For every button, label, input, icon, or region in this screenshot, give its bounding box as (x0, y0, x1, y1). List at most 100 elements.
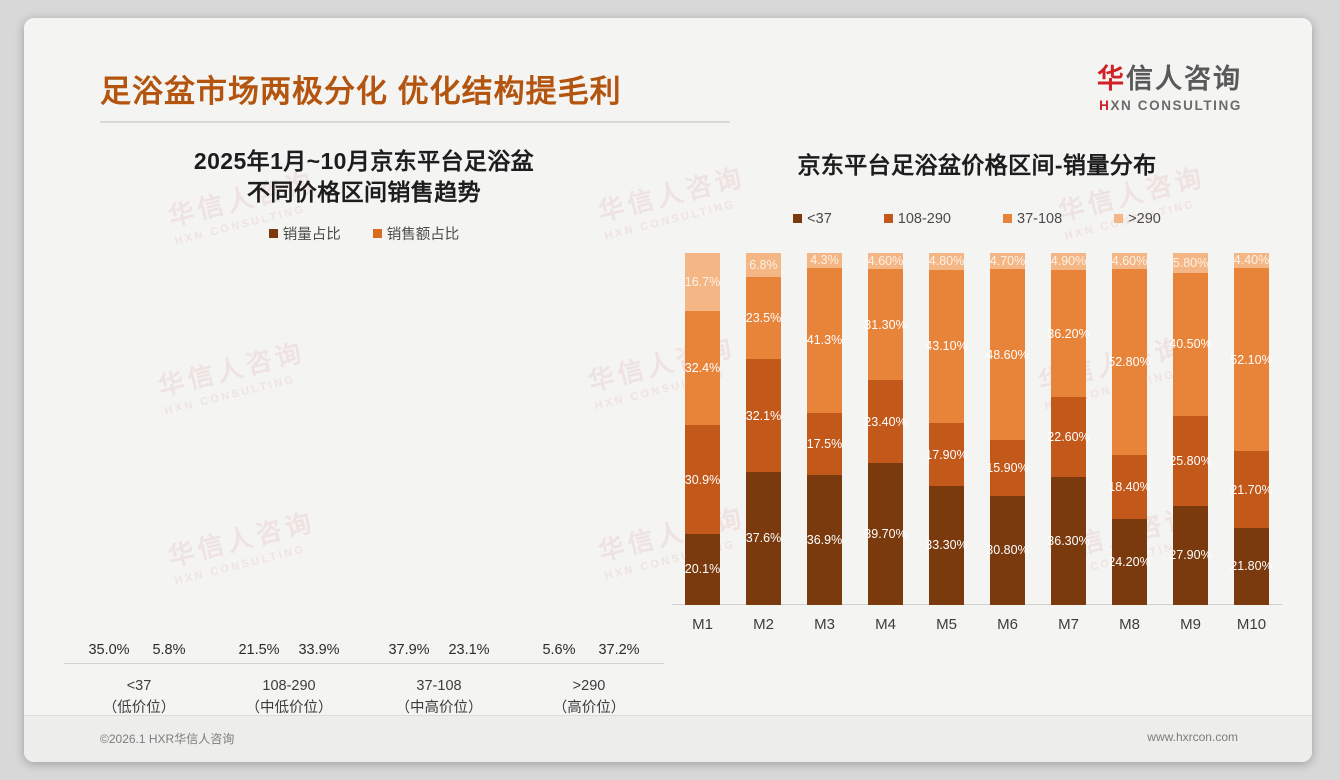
slide-header: 足浴盆市场两极分化 优化结构提毛利 华信人咨询 HXN CONSULTING (24, 18, 1312, 132)
segment-value-label: 4.60% (1111, 253, 1148, 268)
stacked-segment: 22.60% (1047, 397, 1090, 477)
category-main: >290 (572, 678, 606, 695)
segment-value-label: 43.10% (925, 339, 968, 354)
segment-value-label: 30.9% (684, 472, 721, 487)
segment-value-label: 20.1% (684, 562, 721, 577)
stacked-bar: 4.3% 41.3% 17.5% 36.9% (806, 252, 843, 605)
header-divider (100, 121, 730, 123)
stacked-segment: 17.5% (807, 413, 842, 475)
bar-value-label: 21.5% (238, 642, 280, 659)
stacked-segment: 41.3% (807, 267, 842, 414)
stacked-segment: 31.30% (864, 268, 907, 381)
stacked-segment: 39.70% (864, 463, 907, 605)
stacked-segment: 23.40% (864, 380, 907, 464)
page-title: 足浴盆市场两极分化 优化结构提毛利 (100, 74, 622, 109)
logo-english-rest: XN CONSULTING (1110, 98, 1242, 113)
legend-item-sales-volume: 销量占比 (268, 223, 341, 244)
stacked-segment: 36.30% (1047, 476, 1090, 605)
legend-item-sales-value: 销售额占比 (372, 223, 459, 244)
x-axis-month-label: M10 (1236, 615, 1267, 633)
segment-value-label: 32.1% (745, 408, 782, 423)
segment-value-label: 4.3% (810, 253, 839, 268)
stacked-segment: 6.8% (746, 252, 781, 277)
legend-label: 37-108 (1017, 210, 1063, 227)
stacked-segment: 27.90% (1169, 506, 1212, 605)
bar-value-label: 35.0% (88, 642, 130, 659)
stacked-segment: 36.20% (1047, 269, 1090, 398)
stacked-bar-column: 16.7% 32.4% 30.9% 20.1% M1 (672, 252, 733, 633)
stacked-bar: 4.40% 52.10% 21.70% 21.80% (1230, 252, 1273, 605)
stacked-segment: 33.30% (925, 486, 968, 605)
segment-value-label: 21.80% (1230, 559, 1273, 574)
stacked-segment: 32.1% (745, 359, 782, 473)
stacked-bar: 4.70% 48.60% 15.90% 30.80% (986, 252, 1029, 605)
right-chart-title: 京东平台足浴盆价格区间-销量分布 (797, 152, 1157, 178)
left-chart-legend: 销量占比 销售额占比 (64, 223, 664, 244)
segment-value-label: 4.40% (1233, 253, 1270, 268)
footer-copyright: ©2026.1 HXR华信人咨询 (100, 732, 235, 746)
x-axis-category-label: >290 （高价位） (514, 676, 664, 720)
segment-value-label: 48.60% (986, 347, 1029, 362)
legend-swatch-icon (883, 214, 893, 224)
bar-value-label: 33.9% (298, 642, 340, 659)
x-axis-line (672, 603, 1282, 605)
segment-value-label: 4.80% (928, 254, 965, 269)
segment-value-label: 17.5% (806, 436, 843, 451)
x-axis-month-label: M8 (1119, 615, 1140, 633)
legend-item-108-290: 108-290 (883, 210, 951, 227)
stacked-segment: 52.80% (1108, 268, 1151, 455)
left-chart-title-line1: 2025年1月~10月京东平台足浴盆 (193, 148, 535, 174)
legend-label: 108-290 (897, 210, 951, 227)
stacked-bar-column: 4.70% 48.60% 15.90% 30.80% M6 (977, 252, 1038, 633)
legend-swatch-icon (1114, 214, 1124, 224)
logo-chinese-rest: 信人咨询 (1126, 64, 1242, 94)
stacked-segment: 4.70% (989, 252, 1026, 270)
stacked-segment: 30.80% (986, 496, 1029, 605)
stacked-segment: 36.9% (806, 474, 843, 605)
stacked-segment: 5.80% (1172, 252, 1209, 274)
brand-logo: 华信人咨询 HXN CONSULTING (1097, 64, 1242, 114)
stacked-bar-column: 6.8% 23.5% 32.1% 37.6% M2 (733, 252, 794, 633)
x-axis-month-label: M6 (997, 615, 1018, 633)
x-axis-month-label: M5 (936, 615, 957, 633)
stacked-segment: 30.9% (685, 425, 720, 534)
segment-value-label: 22.60% (1047, 430, 1090, 445)
logo-english: HXN CONSULTING (1097, 98, 1242, 113)
segment-value-label: 24.20% (1108, 554, 1151, 569)
left-chart-title-line2: 不同价格区间销售趋势 (247, 178, 481, 205)
slide-footer: ©2026.1 HXR华信人咨询 www.hxrcon.com (24, 715, 1312, 762)
category-main: <37 (126, 678, 152, 695)
stacked-segment: 23.5% (745, 276, 782, 360)
stacked-bar-column: 4.90% 36.20% 22.60% 36.30% M7 (1038, 252, 1099, 633)
segment-value-label: 30.80% (986, 543, 1029, 558)
segment-value-label: 6.8% (749, 257, 778, 272)
stacked-segment: 52.10% (1230, 268, 1273, 452)
stacked-segment: 4.60% (868, 252, 903, 269)
left-chart-title: 2025年1月~10月京东平台足浴盆 不同价格区间销售趋势 (64, 146, 664, 207)
legend-item-gt290: >290 (1114, 211, 1161, 227)
stacked-segment: 15.90% (986, 440, 1029, 497)
stacked-bar-column: 4.40% 52.10% 21.70% 21.80% M10 (1221, 252, 1282, 633)
x-axis-category-label: 37-108 （中高价位） (364, 676, 514, 720)
segment-value-label: 39.70% (864, 527, 907, 541)
stacked-segment: 21.70% (1230, 451, 1273, 528)
stacked-bar: 4.60% 52.80% 18.40% 24.20% (1108, 252, 1151, 605)
x-axis-month-label: M9 (1180, 615, 1201, 633)
segment-value-label: 4.70% (989, 253, 1026, 268)
segment-value-label: 36.9% (806, 532, 843, 547)
segment-value-label: 36.20% (1047, 326, 1090, 341)
category-sub: （低价位） (102, 699, 176, 716)
category-sub: （中高价位） (395, 699, 483, 716)
segment-value-label: 23.5% (745, 310, 782, 325)
stacked-bar-column: 4.80% 43.10% 17.90% 33.30% M5 (916, 252, 977, 633)
category-sub: （高价位） (552, 699, 626, 716)
category-sub: （中低价位） (245, 699, 333, 716)
stacked-bar-plot: 16.7% 32.4% 30.9% 20.1% M1 6.8% 23.5% 32.1% 37.6… (672, 252, 1282, 633)
stacked-bar-column: 5.80% 40.50% 25.80% 27.90% M9 (1160, 252, 1221, 633)
footer-website: www.hxrcon.com (1147, 730, 1238, 744)
legend-label: >290 (1128, 210, 1161, 227)
stacked-segment: 24.20% (1108, 519, 1151, 605)
stacked-segment: 4.90% (1051, 252, 1086, 270)
legend-swatch-icon (793, 214, 803, 224)
segment-value-label: 5.80% (1172, 255, 1209, 270)
